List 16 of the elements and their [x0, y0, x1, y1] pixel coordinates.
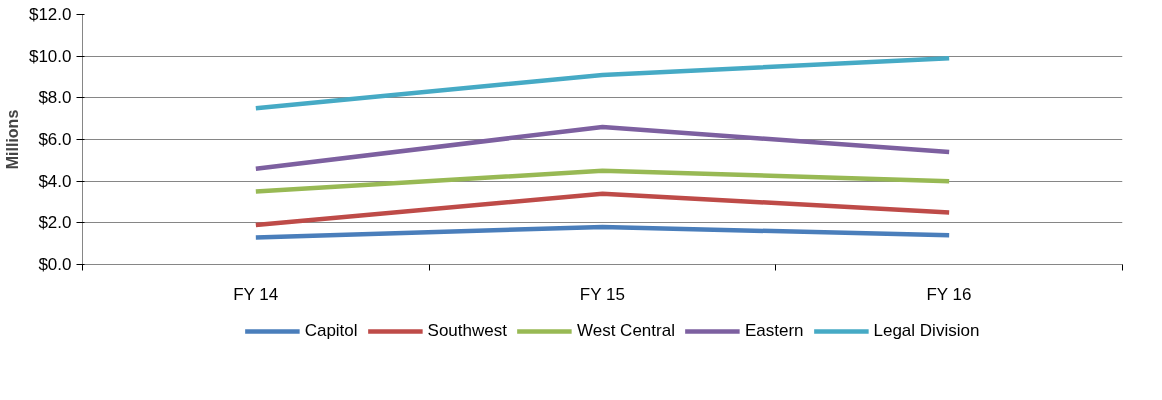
y-tick-label: $10.0	[28, 46, 72, 66]
y-tick-label: $12.0	[28, 5, 72, 24]
x-tick-label: FY 16	[926, 284, 972, 304]
legend-label: Eastern	[744, 321, 804, 341]
x-tick-label: FY 14	[233, 284, 279, 304]
y-tick-label: $8.0	[38, 88, 72, 108]
y-axis-title: Millions	[3, 109, 21, 170]
legend-label: Legal Division	[873, 321, 980, 341]
y-tick-label: $6.0	[38, 130, 72, 149]
y-tick-label: $0.0	[38, 255, 72, 274]
legend-label: West Central	[576, 321, 675, 341]
legend-label: Capitol	[304, 321, 358, 341]
x-tick-label: FY 15	[579, 284, 625, 304]
y-tick-label: $2.0	[38, 213, 72, 233]
legend-label: Southwest	[427, 321, 507, 341]
y-tick-label: $4.0	[38, 171, 72, 191]
